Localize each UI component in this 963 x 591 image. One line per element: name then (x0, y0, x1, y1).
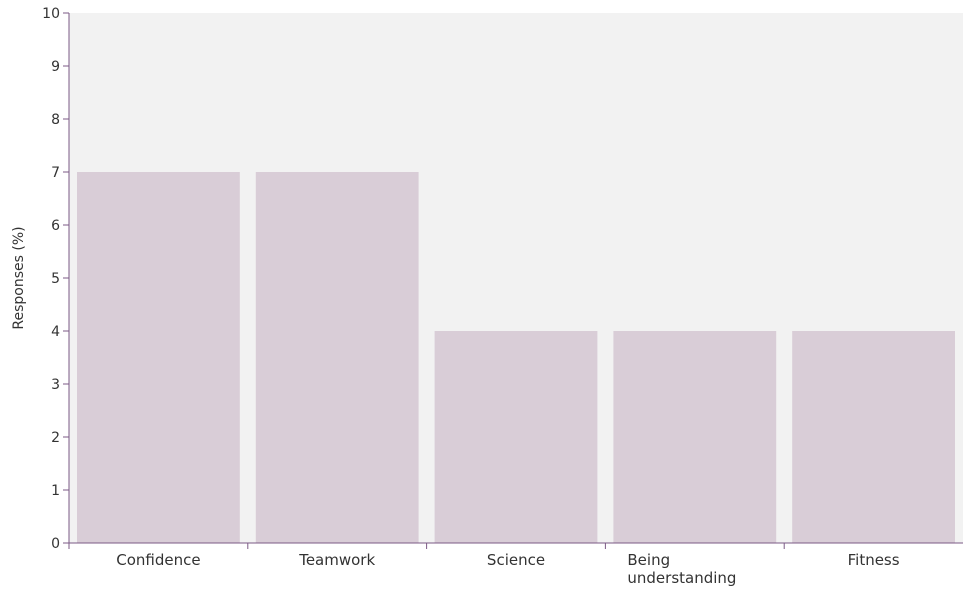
y-tick-label: 6 (51, 218, 60, 234)
x-axis: Confidence Teamwork Science Being understand… (68, 542, 963, 587)
y-tick-label: 5 (51, 271, 60, 287)
x-tick-label: Fitness (848, 551, 900, 569)
y-tick-label: 3 (51, 377, 60, 393)
x-tick-label: Science (487, 551, 545, 569)
y-tick-label: 7 (51, 165, 60, 181)
x-tick-label: Teamwork (298, 551, 375, 569)
y-axis: 0 1 2 3 4 5 6 7 8 9 10 (42, 6, 70, 552)
y-axis-title: Responses (%) (11, 226, 27, 329)
x-tick-label-line: understanding (627, 569, 736, 587)
y-tick-label: 10 (42, 6, 60, 22)
y-tick-label: 1 (51, 483, 60, 499)
y-tick-label: 8 (51, 112, 60, 128)
x-tick-label: Being understanding (627, 551, 736, 587)
y-tick-label: 0 (51, 536, 60, 552)
y-tick-label: 2 (51, 430, 60, 446)
y-tick-label: 9 (51, 59, 60, 75)
x-tick-label: Confidence (116, 551, 200, 569)
x-tick-label-line: Being (627, 551, 670, 569)
bar-science (434, 331, 598, 543)
bar-being-understanding (613, 331, 777, 543)
y-tick-label: 4 (51, 324, 60, 340)
bar-teamwork (255, 172, 419, 543)
bar-confidence (77, 172, 240, 543)
bar-fitness (792, 331, 955, 543)
bars-group (77, 172, 955, 543)
